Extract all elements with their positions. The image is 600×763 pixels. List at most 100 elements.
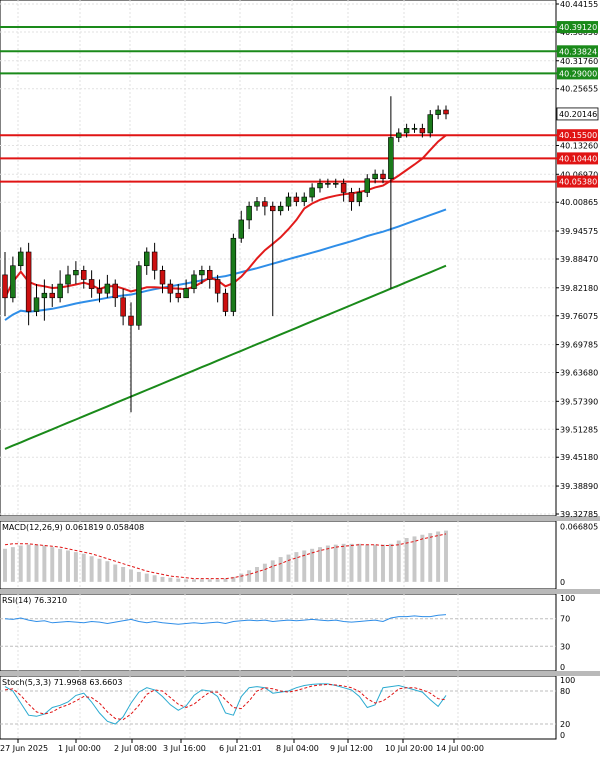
rsi-tick-label: 70 bbox=[560, 615, 570, 624]
pane-separator bbox=[0, 516, 600, 521]
price-grid bbox=[0, 3, 556, 515]
candle-body bbox=[262, 201, 268, 207]
candle-body bbox=[18, 251, 24, 267]
candle-body bbox=[333, 183, 339, 185]
macd-tick-label: 0 bbox=[560, 578, 565, 587]
support-tag-bg bbox=[557, 129, 598, 142]
macd-signal-line bbox=[4, 533, 447, 580]
price-tick-label: 39.76075 bbox=[560, 312, 598, 321]
time-tick-label: 3 Jul 16:00 bbox=[163, 744, 206, 753]
candle-body bbox=[199, 270, 205, 276]
candle-body bbox=[207, 270, 213, 280]
time-tick-label: 9 Jul 12:00 bbox=[330, 744, 373, 753]
stoch-k-line bbox=[4, 683, 447, 725]
stoch-tick-label: 100 bbox=[560, 676, 575, 685]
candle-body bbox=[175, 292, 181, 299]
stoch-tick-label: 0 bbox=[560, 731, 565, 740]
price-tick-label: 39.63680 bbox=[560, 369, 598, 378]
candle-body bbox=[25, 251, 32, 312]
time-tick-label: 10 Jul 20:00 bbox=[385, 744, 433, 753]
resistance-tag: 40.39120 bbox=[559, 23, 597, 32]
time-tick-label: 27 Jun 2025 bbox=[0, 744, 48, 753]
candle-body bbox=[57, 283, 63, 299]
candle-body bbox=[325, 183, 331, 185]
candle-body bbox=[388, 137, 394, 180]
candle-body bbox=[159, 270, 166, 285]
resistance-tag: 40.29000 bbox=[559, 69, 597, 78]
macd-tick-label: 0.066805 bbox=[560, 523, 598, 532]
candle-body bbox=[411, 128, 418, 130]
candle-body bbox=[144, 251, 150, 267]
candle-body bbox=[285, 196, 292, 207]
candle-body bbox=[49, 292, 55, 299]
candle-body bbox=[443, 109, 449, 115]
stoch-tick-label: 20 bbox=[560, 720, 570, 729]
candle-body bbox=[104, 283, 111, 294]
price-tick-label: 40.31760 bbox=[560, 57, 598, 66]
candle-body bbox=[238, 219, 244, 239]
time-tick-label: 2 Jul 08:00 bbox=[114, 744, 157, 753]
candle-body bbox=[81, 270, 87, 280]
rsi-label: RSI(14) 76.3210 bbox=[2, 596, 67, 605]
candle-body bbox=[293, 196, 300, 202]
candle-body bbox=[128, 315, 134, 326]
candle-body bbox=[435, 109, 441, 115]
price-tick-label: 40.44155 bbox=[560, 0, 598, 9]
rsi-line bbox=[4, 614, 447, 625]
candle-body bbox=[151, 251, 158, 271]
candle-body bbox=[65, 274, 71, 285]
candle-body bbox=[348, 192, 355, 202]
candle-body bbox=[356, 192, 363, 202]
candle-body bbox=[33, 297, 40, 312]
support-tag-bg bbox=[557, 175, 598, 188]
rsi-tick-label: 0 bbox=[560, 663, 565, 672]
macd-label: MACD(12,26,9) 0.061819 0.058408 bbox=[2, 523, 144, 532]
price-tick-label: 39.82180 bbox=[560, 284, 598, 293]
time-tick-label: 14 Jul 00:00 bbox=[436, 744, 484, 753]
current-price-tag-bg bbox=[557, 107, 598, 120]
price-tick-label: 39.57390 bbox=[560, 397, 598, 406]
candle-body bbox=[403, 128, 410, 134]
price-tick-label: 39.94575 bbox=[560, 227, 598, 236]
rsi-tick-label: 30 bbox=[560, 642, 570, 651]
candles bbox=[2, 96, 449, 413]
candle-body bbox=[167, 283, 174, 294]
time-tick-label: 1 Jul 00:00 bbox=[58, 744, 101, 753]
price-tick-label: 39.45180 bbox=[560, 453, 598, 462]
price-tick-label: 39.88470 bbox=[560, 255, 598, 264]
ma-fast-line bbox=[4, 134, 447, 299]
price-tick-label: 39.69785 bbox=[560, 341, 598, 350]
support-tag: 40.15500 bbox=[559, 131, 597, 140]
ma-mid-line bbox=[4, 208, 447, 321]
candle-body bbox=[96, 288, 103, 294]
resistance-tag-bg bbox=[557, 21, 598, 34]
price-tick-label: 40.06970 bbox=[560, 170, 598, 179]
price-tick-label: 40.13260 bbox=[560, 141, 598, 150]
stoch-tick-label: 80 bbox=[560, 687, 570, 696]
candle-body bbox=[230, 237, 237, 312]
support-tag: 40.10440 bbox=[559, 154, 597, 163]
rsi-pane-frame bbox=[0, 593, 557, 672]
support-tag-bg bbox=[557, 152, 598, 165]
candle-body bbox=[301, 196, 307, 202]
candle-body bbox=[10, 265, 16, 299]
candle-body bbox=[317, 183, 323, 189]
candle-body bbox=[427, 114, 433, 134]
candle-body bbox=[396, 132, 402, 138]
current-price-tag: 40.20146 bbox=[559, 110, 597, 119]
rsi-tick-label: 100 bbox=[560, 594, 575, 603]
candle-body bbox=[380, 173, 386, 180]
price-tick-label: 39.38890 bbox=[560, 482, 598, 491]
candle-body bbox=[419, 128, 426, 134]
time-tick-label: 6 Jul 21:01 bbox=[219, 744, 262, 753]
resistance-tag-bg bbox=[557, 67, 598, 80]
pane-separator bbox=[0, 589, 600, 594]
candle-body bbox=[183, 288, 189, 299]
candle-body bbox=[120, 297, 126, 317]
price-tick-label: 39.32785 bbox=[560, 510, 598, 519]
candle-body bbox=[112, 283, 118, 299]
candle-body bbox=[277, 205, 284, 212]
candle-body bbox=[88, 279, 95, 289]
